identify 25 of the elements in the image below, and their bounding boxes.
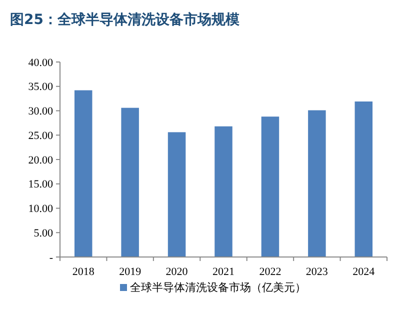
x-tick-label: 2022 xyxy=(259,266,282,278)
x-tick-label: 2018 xyxy=(72,266,95,278)
bar xyxy=(261,116,280,257)
y-tick-label: 5.00 xyxy=(34,227,54,240)
x-tick-label: 2023 xyxy=(306,266,328,278)
x-tick-label: 2020 xyxy=(166,266,188,278)
y-tick-label: 40.00 xyxy=(28,56,54,69)
chart-title: 图25：全球半导体清洗设备市场规模 xyxy=(10,11,240,28)
bar xyxy=(214,126,232,257)
legend-label: 全球半导体清洗设备市场（亿美元） xyxy=(130,281,306,294)
y-tick-label: 30.00 xyxy=(28,106,54,118)
x-tick-label: 2019 xyxy=(119,266,142,278)
x-tick-label: 2021 xyxy=(212,266,234,278)
y-tick-label: 25.00 xyxy=(28,130,54,142)
x-tick-label: 2024 xyxy=(352,266,376,278)
y-tick-label: 20.00 xyxy=(28,154,54,166)
bar xyxy=(168,132,186,257)
y-tick-label: - xyxy=(49,252,54,264)
bar xyxy=(308,110,326,257)
bar xyxy=(74,90,92,257)
bar xyxy=(354,101,373,257)
y-tick-label: 35.00 xyxy=(28,81,54,94)
y-tick-label: 15.00 xyxy=(28,178,54,191)
y-tick-label: 10.00 xyxy=(28,203,54,216)
bar xyxy=(121,108,139,257)
